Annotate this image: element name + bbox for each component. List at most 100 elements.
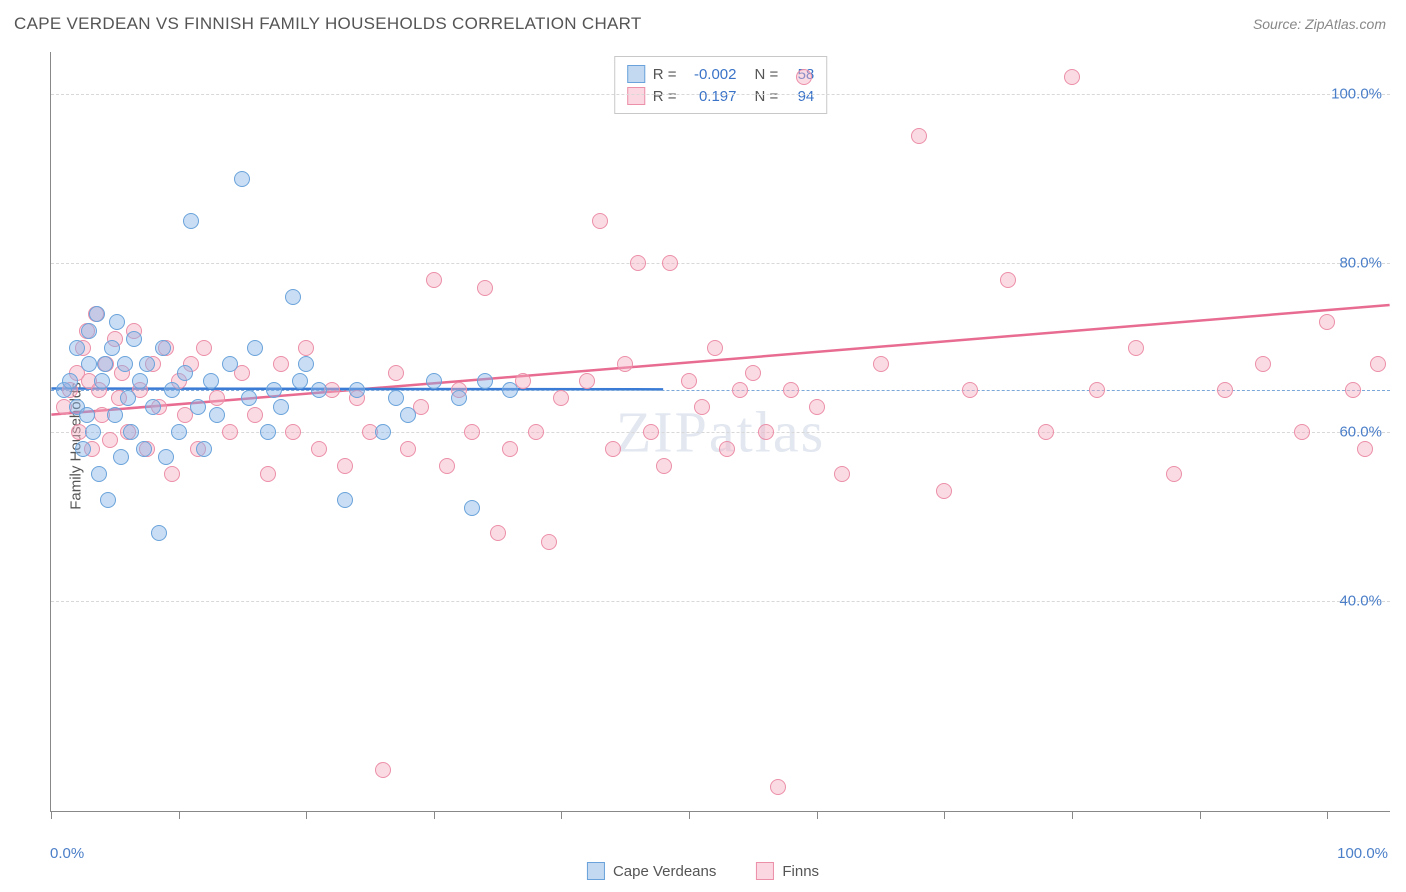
- data-point: [662, 255, 678, 271]
- data-point: [783, 382, 799, 398]
- legend-swatch: [587, 862, 605, 880]
- data-point: [260, 466, 276, 482]
- data-point: [1217, 382, 1233, 398]
- legend-swatch: [756, 862, 774, 880]
- y-tick-label: 100.0%: [1331, 86, 1382, 103]
- data-point: [94, 373, 110, 389]
- legend-swatch: [627, 65, 645, 83]
- data-point: [81, 356, 97, 372]
- data-point: [79, 407, 95, 423]
- data-point: [400, 407, 416, 423]
- data-point: [209, 390, 225, 406]
- data-point: [1089, 382, 1105, 398]
- data-point: [375, 762, 391, 778]
- data-point: [451, 390, 467, 406]
- data-point: [388, 365, 404, 381]
- data-point: [311, 382, 327, 398]
- data-point: [155, 340, 171, 356]
- data-point: [796, 69, 812, 85]
- data-point: [183, 213, 199, 229]
- legend-item: Finns: [756, 862, 819, 880]
- data-point: [203, 373, 219, 389]
- data-point: [337, 492, 353, 508]
- data-point: [109, 314, 125, 330]
- data-point: [126, 331, 142, 347]
- data-point: [643, 424, 659, 440]
- data-point: [234, 171, 250, 187]
- y-tick-label: 80.0%: [1339, 255, 1382, 272]
- stats-row: R =0.197N =94: [627, 85, 815, 107]
- x-tick: [179, 811, 180, 819]
- data-point: [1345, 382, 1361, 398]
- data-point: [196, 441, 212, 457]
- data-point: [502, 382, 518, 398]
- data-point: [962, 382, 978, 398]
- data-point: [758, 424, 774, 440]
- x-tick: [1200, 811, 1201, 819]
- data-point: [120, 390, 136, 406]
- data-point: [164, 382, 180, 398]
- chart-title: CAPE VERDEAN VS FINNISH FAMILY HOUSEHOLD…: [14, 14, 642, 34]
- data-point: [91, 466, 107, 482]
- data-point: [630, 255, 646, 271]
- data-point: [123, 424, 139, 440]
- data-point: [617, 356, 633, 372]
- data-point: [464, 424, 480, 440]
- r-label: R =: [653, 88, 677, 105]
- data-point: [209, 407, 225, 423]
- legend-label: Cape Verdeans: [613, 863, 716, 880]
- data-point: [1255, 356, 1271, 372]
- data-point: [151, 525, 167, 541]
- r-value: -0.002: [685, 66, 737, 83]
- x-tick: [561, 811, 562, 819]
- data-point: [426, 272, 442, 288]
- data-point: [388, 390, 404, 406]
- data-point: [1038, 424, 1054, 440]
- data-point: [298, 340, 314, 356]
- x-tick: [51, 811, 52, 819]
- data-point: [349, 382, 365, 398]
- data-point: [190, 399, 206, 415]
- data-point: [579, 373, 595, 389]
- n-label: N =: [755, 88, 779, 105]
- data-point: [1128, 340, 1144, 356]
- gridline: [51, 263, 1390, 264]
- data-point: [292, 373, 308, 389]
- data-point: [298, 356, 314, 372]
- gridline: [51, 432, 1390, 433]
- data-point: [592, 213, 608, 229]
- data-point: [81, 323, 97, 339]
- data-point: [873, 356, 889, 372]
- data-point: [177, 365, 193, 381]
- n-label: N =: [755, 66, 779, 83]
- data-point: [136, 441, 152, 457]
- data-point: [707, 340, 723, 356]
- data-point: [490, 525, 506, 541]
- data-point: [464, 500, 480, 516]
- y-tick-label: 60.0%: [1339, 424, 1382, 441]
- data-point: [337, 458, 353, 474]
- legend-item: Cape Verdeans: [587, 862, 716, 880]
- data-point: [1166, 466, 1182, 482]
- data-point: [222, 356, 238, 372]
- data-point: [266, 382, 282, 398]
- data-point: [311, 441, 327, 457]
- source-credit: Source: ZipAtlas.com: [1253, 16, 1386, 32]
- x-tick: [434, 811, 435, 819]
- data-point: [770, 779, 786, 795]
- data-point: [102, 432, 118, 448]
- data-point: [164, 466, 180, 482]
- data-point: [107, 407, 123, 423]
- data-point: [85, 424, 101, 440]
- data-point: [171, 424, 187, 440]
- data-point: [158, 449, 174, 465]
- data-point: [426, 373, 442, 389]
- data-point: [375, 424, 391, 440]
- data-point: [1319, 314, 1335, 330]
- data-point: [439, 458, 455, 474]
- data-point: [1370, 356, 1386, 372]
- x-tick: [817, 811, 818, 819]
- scatter-plot-area: ZIPatlas R =-0.002N =58R =0.197N =94 40.…: [50, 52, 1390, 812]
- data-point: [834, 466, 850, 482]
- series-legend: Cape Verdeans Finns: [587, 862, 819, 880]
